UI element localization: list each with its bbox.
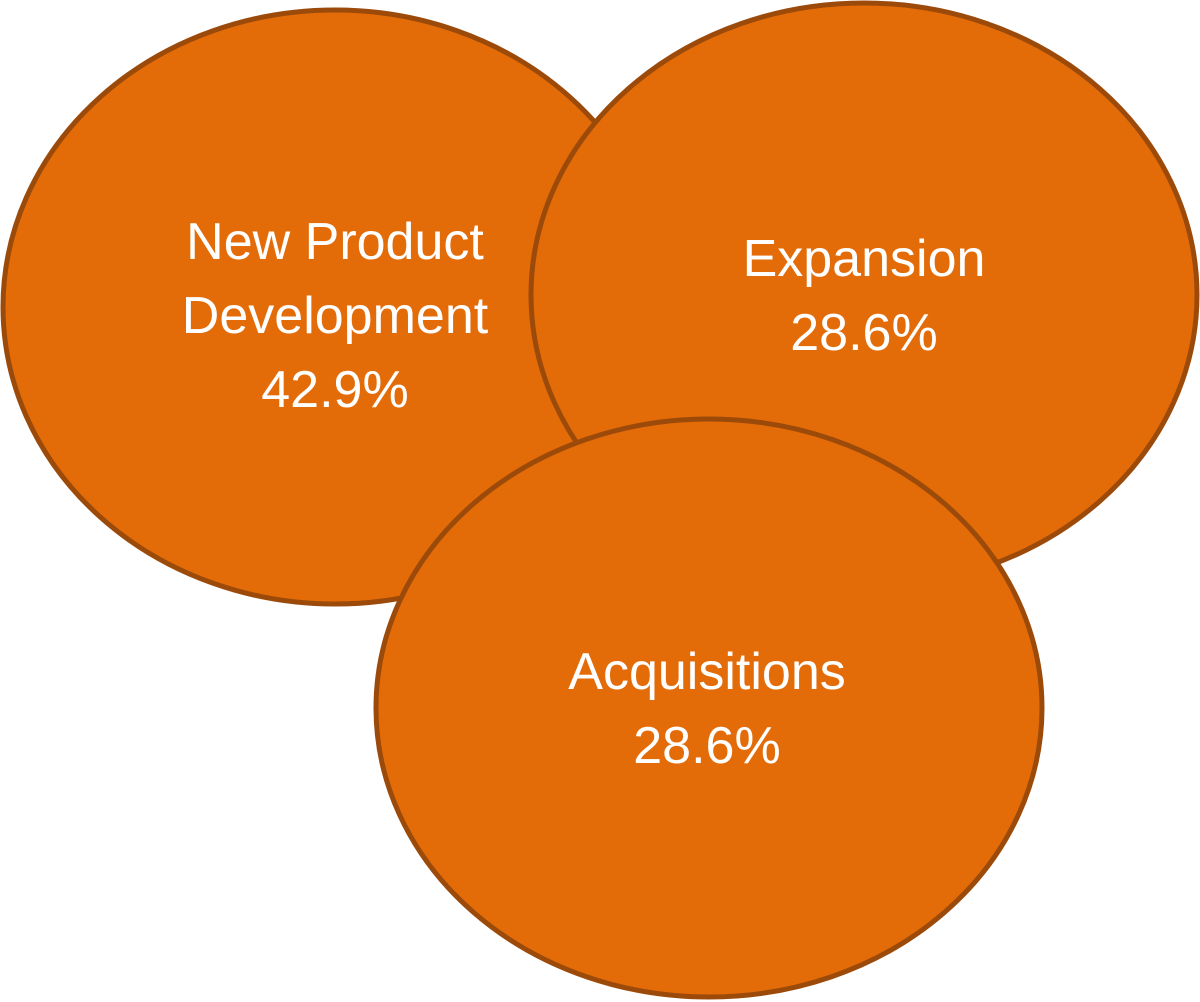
node-text: Acquisitions 28.6%: [517, 635, 897, 783]
node-label: New Product Development: [181, 213, 489, 345]
node-value: 28.6%: [633, 717, 781, 775]
node-value: 42.9%: [261, 361, 409, 419]
node-text: Expansion 28.6%: [674, 222, 1054, 370]
node-ellipse: [373, 416, 1045, 1000]
node-label: Acquisitions: [568, 643, 846, 701]
node-text: New Product Development 42.9%: [145, 205, 525, 427]
node-label: Expansion: [742, 230, 986, 288]
node-value: 28.6%: [790, 304, 938, 362]
